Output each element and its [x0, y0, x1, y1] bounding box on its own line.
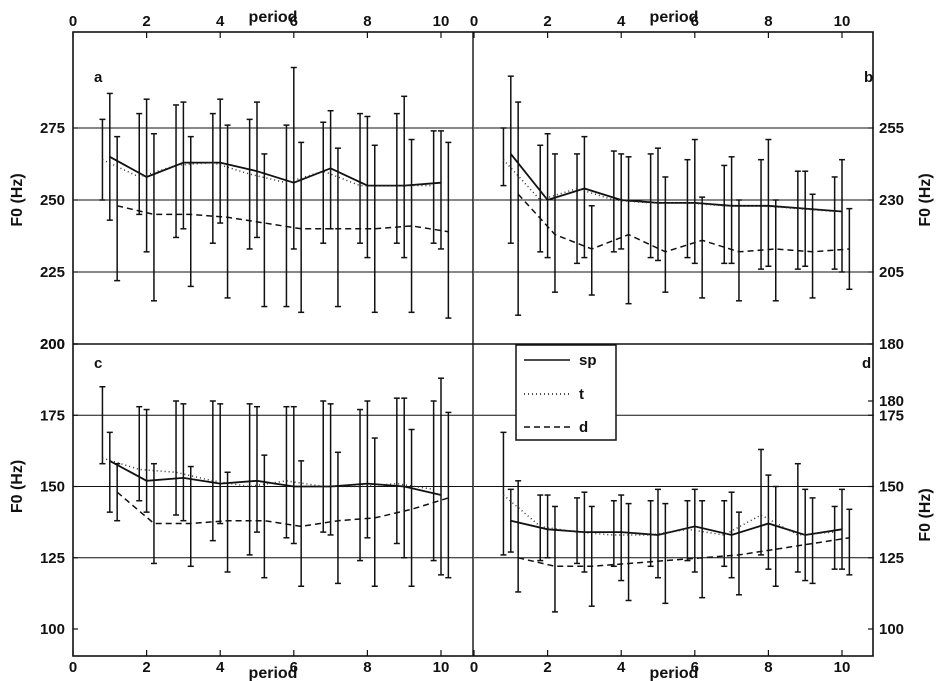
panel-a-xtick-label: 4: [216, 13, 225, 30]
plot-frame: [72, 31, 874, 657]
panel-c-xtick-label: 0: [69, 659, 77, 676]
axis-ticks: [72, 32, 873, 656]
panel-a-series-t: [99, 104, 437, 308]
panel-d-label: d: [862, 355, 871, 372]
panel-c-ytick-label: 200: [40, 336, 65, 353]
panel-a-xtick-label: 6: [290, 13, 298, 30]
panel-d-xtick-label: 6: [691, 659, 699, 676]
panel-a-xtick-label: 0: [69, 13, 77, 30]
panel-c-xtick-label: 8: [363, 659, 371, 676]
panel-c-series-d: [114, 411, 452, 587]
panel-b-ytick-label: 230: [879, 192, 904, 209]
panel-c-series-t: [99, 386, 437, 562]
panel-c-ylabel: F0 (Hz): [9, 460, 26, 513]
panel-c-ytick-label: 150: [40, 479, 65, 496]
panel-d-xtick-label: 4: [617, 659, 626, 676]
panel-c-label: c: [94, 355, 102, 372]
panel-a-line-sp: [109, 156, 442, 187]
panel-c-line-sp: [109, 460, 442, 496]
panel-d-series-t: [500, 431, 838, 573]
panel-b-ytick-label: 205: [879, 264, 904, 281]
panel-d-series-d: [515, 480, 853, 613]
panel-d-ylabel: F0 (Hz): [917, 488, 934, 541]
panel-d-xlabel: period: [650, 665, 699, 681]
panel-a-line-t: [102, 159, 434, 187]
panel-a-xtick-label: 10: [433, 13, 450, 30]
panel-c-ytick-label: 175: [40, 407, 65, 424]
panel-a-line-d: [117, 205, 449, 233]
panel-b-xtick-label: 10: [834, 13, 851, 30]
panel-a-label: a: [94, 69, 103, 86]
panel-b-line-d: [517, 193, 850, 253]
panel-c-xtick-label: 6: [290, 659, 298, 676]
panel-c-xtick-label: 10: [433, 659, 450, 676]
panel-b-xtick-label: 8: [764, 13, 772, 30]
panel-a-ytick-label: 200: [40, 336, 65, 353]
panel-b-xtick-label: 0: [470, 13, 478, 30]
panel-a-ylabel: F0 (Hz): [9, 173, 26, 226]
panel-d-ytick-label: 125: [879, 550, 904, 567]
panel-d-line-d: [518, 537, 850, 568]
panel-a-xtick-label: 2: [142, 13, 150, 30]
panel-c-xtick-label: 2: [142, 659, 150, 676]
panel-a-xtick-label: 8: [363, 13, 371, 30]
panel-a-ytick-label: 275: [40, 120, 65, 137]
panel-b-xtick-label: 4: [617, 13, 626, 30]
legend: sp t d: [515, 344, 617, 441]
panel-a-ytick-label: 250: [40, 192, 65, 209]
panel-d-line-t: [502, 494, 835, 536]
panel-a-xlabel: period: [249, 9, 298, 26]
panel-a-ytick-label: 225: [40, 264, 65, 281]
panel-a-series-d: [114, 124, 452, 319]
panel-c-line-d: [116, 491, 449, 528]
panel-b-ytick-label: 255: [879, 120, 904, 137]
panel-b-xtick-label: 2: [543, 13, 551, 30]
panel-d-xtick-label: 10: [834, 659, 851, 676]
panel-c-ytick-label: 100: [40, 621, 65, 638]
panel-c-xtick-label: 4: [216, 659, 225, 676]
panel-d-xtick-label: 2: [543, 659, 551, 676]
panel-d-ytick-label: 150: [879, 479, 904, 496]
legend-box: [515, 344, 617, 441]
legend-label-t: t: [579, 386, 584, 403]
panel-b-line-sp: [510, 153, 843, 213]
panel-b-series-t: [500, 127, 838, 270]
panel-a-series-sp: [106, 66, 444, 259]
panel-b-xtick-label: 6: [691, 13, 699, 30]
panel-b-series-sp: [507, 75, 845, 273]
panel-c-line-t: [102, 457, 434, 491]
panel-d-xtick-label: 8: [764, 659, 772, 676]
legend-label-d: d: [579, 419, 588, 436]
panel-d-xtick-label: 0: [470, 659, 478, 676]
panel-c-series-sp: [106, 377, 444, 576]
panel-b-ylabel: F0 (Hz): [917, 173, 934, 226]
chart-marks: [99, 66, 853, 613]
panel-d-series-sp: [507, 474, 845, 582]
legend-label-sp: sp: [579, 352, 597, 369]
panel-c-xlabel: period: [249, 665, 298, 681]
panel-d-line-sp: [510, 519, 843, 536]
panel-b-series-d: [515, 101, 853, 316]
panel-b-xlabel: period: [650, 9, 699, 26]
panel-c-ytick-label: 125: [40, 550, 65, 567]
panel-b-ytick-label: 180: [879, 336, 904, 353]
panel-d-ytick-label: 180: [879, 393, 904, 410]
panel-b-label: b: [864, 69, 873, 86]
panel-d-ytick-label: 175: [879, 407, 904, 424]
panel-d-ytick-label: 100: [879, 621, 904, 638]
